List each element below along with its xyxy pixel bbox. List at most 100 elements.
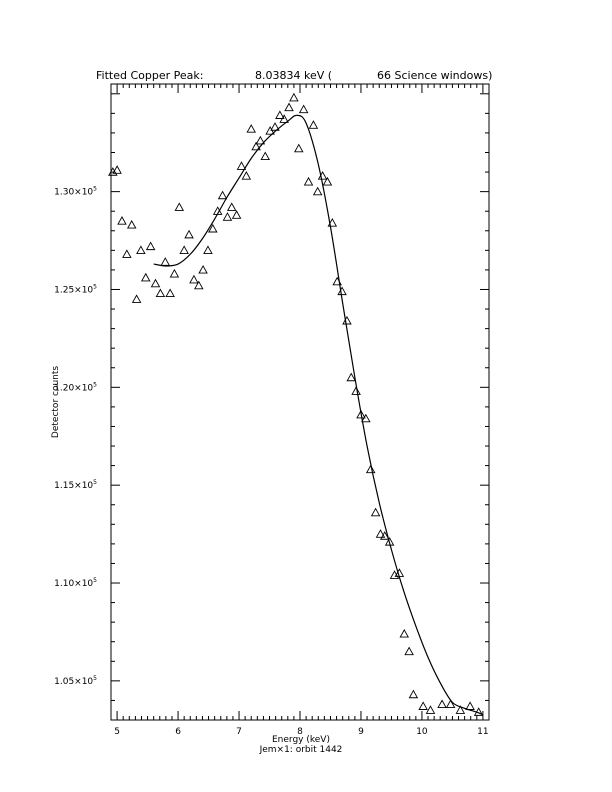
y-tick-mantissa: 1.10×10 [54,579,93,589]
y-tick-exponent: 5 [93,381,97,388]
y-tick-exponent: 5 [93,479,97,486]
data-point [241,171,252,180]
data-point [222,212,233,221]
data-point [174,202,185,211]
y-axis-label: Detector counts [51,366,61,438]
data-points-layer [108,92,484,716]
y-tick-mantissa: 1.20×10 [54,383,93,393]
data-point [408,689,419,699]
data-point [399,628,410,638]
data-point [370,507,381,517]
data-point [184,229,194,239]
data-point [327,218,338,227]
data-point [425,705,436,714]
x-tick-label: 8 [297,727,303,737]
x-tick-label: 6 [175,727,181,737]
data-point [322,176,333,186]
data-point [308,120,319,129]
y-tick-mantissa: 1.15×10 [54,481,93,491]
x-axis-label: Energy (keV) [272,735,330,745]
data-point [112,165,122,174]
data-point [465,701,475,710]
data-point [194,280,204,290]
data-point [117,216,127,225]
data-point [217,190,228,200]
data-point [155,288,166,298]
data-point [317,171,328,180]
data-point [455,705,466,714]
data-point [394,568,405,577]
plot-frame [110,83,490,721]
y-tick-label: 1.05×105 [54,675,97,687]
y-tick-exponent: 5 [93,577,97,584]
y-tick-label: 1.15×105 [54,479,97,491]
data-point [179,245,189,254]
data-point [379,531,390,540]
data-point [356,409,366,419]
data-point [332,276,342,286]
data-point [298,104,309,114]
chart-title-prefix: Fitted Copper Peak: [96,69,203,82]
data-point [346,372,356,382]
data-point [275,110,285,119]
y-tick-mantissa: 1.30×10 [54,188,93,198]
data-point [437,699,447,708]
chart-title-value: 8.03834 keV ( [255,69,332,82]
data-point [361,413,371,423]
fit-curve-layer [153,114,482,715]
data-point [251,141,261,151]
data-point [445,699,456,708]
data-point [126,219,137,229]
data-point [255,135,266,145]
data-point [337,286,347,296]
data-point [246,124,256,133]
x-tick-label: 5 [114,727,120,737]
data-point [189,274,199,284]
chart-subtitle: Jem×1: orbit 1442 [259,745,343,755]
y-tick-exponent: 5 [93,283,97,290]
data-point [150,278,161,288]
data-point [231,210,242,219]
data-point [108,167,118,176]
data-point [289,92,299,102]
data-point [198,264,208,274]
data-point [145,241,156,251]
x-tick-label: 10 [416,727,428,737]
data-point [226,202,237,211]
data-point [418,701,428,710]
y-tick-label: 1.25×105 [54,283,97,295]
data-point [131,294,142,303]
data-point [404,646,414,656]
data-point [160,257,171,266]
data-point [140,272,151,282]
fit-curve [153,114,482,715]
y-tick-exponent: 5 [93,186,97,193]
data-point [236,161,247,170]
data-point [351,386,361,395]
data-point [279,114,289,123]
y-tick-label: 1.20×105 [54,381,97,393]
data-point [208,223,218,233]
data-point [312,186,323,196]
x-tick-label: 7 [236,727,242,737]
data-point [165,288,175,298]
x-axis-ticks: 5 6 7 8 9 10 11 [110,84,490,737]
x-tick-label: 9 [358,727,364,737]
y-tick-label: 1.30×105 [54,186,97,198]
data-point [203,245,213,254]
data-point [384,536,395,546]
data-point [342,315,352,325]
data-point [294,143,304,153]
data-point [473,707,484,716]
data-point [260,151,271,161]
data-point [122,249,132,258]
data-point [375,529,386,538]
data-point [284,102,294,112]
y-axis-ticks: 1.05×1051.10×1051.15×1051.20×1051.25×105… [54,93,489,721]
x-tick-label: 11 [477,727,488,737]
data-point [365,464,376,474]
chart-title-suffix: 66 Science windows) [377,69,492,82]
data-point [136,245,146,254]
data-point [212,206,223,215]
